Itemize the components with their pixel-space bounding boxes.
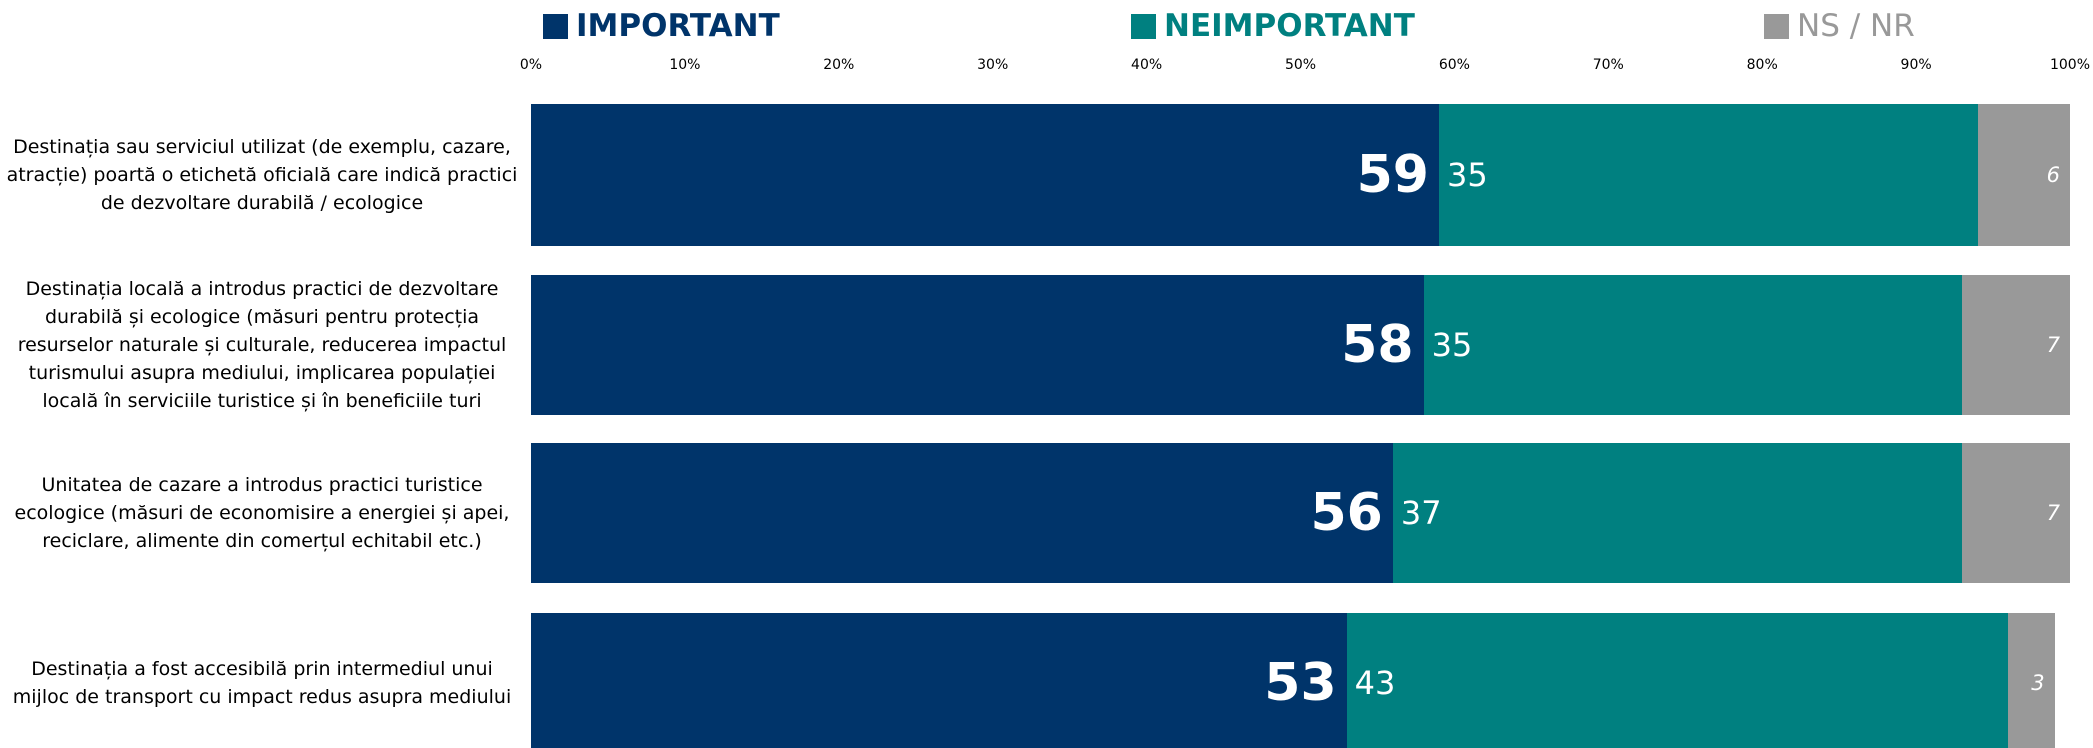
value-label: 7: [2046, 333, 2060, 357]
value-label: 56: [1310, 483, 1383, 543]
bar-segment: 37: [1392, 443, 1963, 583]
legend-swatch: [1764, 13, 1789, 39]
x-tick-label: 80%: [1746, 57, 1778, 73]
bar-segment: 35: [1439, 104, 1978, 246]
category-label: Destinația sau serviciul utilizat (de ex…: [6, 136, 518, 214]
value-label: 58: [1341, 315, 1414, 375]
category-label: Destinația a fost accesibilă prin interm…: [12, 658, 512, 708]
x-tick-label: 100%: [2049, 57, 2091, 73]
legend-item: NEIMPORTANT: [1131, 8, 1415, 44]
bar-segment: 6: [1977, 104, 2070, 246]
x-tick-label: 60%: [1438, 57, 1470, 73]
x-tick-label: 50%: [1284, 57, 1317, 73]
bar-segment: 3: [2008, 613, 2055, 748]
value-label: 53: [1264, 653, 1337, 713]
bar-segment: 59: [531, 104, 1439, 246]
x-tick-label: 0%: [519, 57, 543, 73]
legend-label: NEIMPORTANT: [1164, 8, 1415, 44]
value-label: 35: [1447, 156, 1488, 194]
legend-swatch: [543, 13, 568, 39]
legend-label: IMPORTANT: [576, 8, 780, 44]
value-label: 59: [1356, 145, 1429, 205]
value-label: 43: [1354, 664, 1396, 702]
value-label: 37: [1400, 494, 1442, 532]
bar-segment: 53: [531, 613, 1347, 748]
x-tick-label: 90%: [1900, 57, 1932, 73]
x-tick-label: 10%: [669, 57, 701, 73]
bar-segment: 35: [1423, 275, 1963, 415]
bar-segment: 7: [1962, 275, 2070, 415]
value-label: 7: [2046, 501, 2060, 525]
value-label: 35: [1431, 326, 1473, 364]
category-label: Unitatea de cazare a introdus practici t…: [14, 474, 510, 552]
x-tick-label: 40%: [1131, 57, 1163, 73]
bar-segment: 56: [531, 443, 1393, 583]
legend-swatch: [1131, 13, 1156, 39]
value-label: 6: [2046, 163, 2060, 187]
legend-label: NS / NR: [1797, 8, 1915, 44]
legend-item: IMPORTANT: [543, 8, 780, 44]
legend-item: NS / NR: [1764, 8, 1915, 44]
x-tick-label: 20%: [823, 57, 855, 73]
x-tick-label: 70%: [1592, 57, 1624, 73]
bar-segment: 43: [1346, 613, 2009, 748]
bar-segment: 7: [1962, 443, 2070, 583]
category-label: Destinația locală a introdus practici de…: [17, 278, 507, 412]
bar-segment: 58: [531, 275, 1424, 415]
value-label: 3: [2031, 671, 2045, 695]
x-tick-label: 30%: [977, 57, 1009, 73]
